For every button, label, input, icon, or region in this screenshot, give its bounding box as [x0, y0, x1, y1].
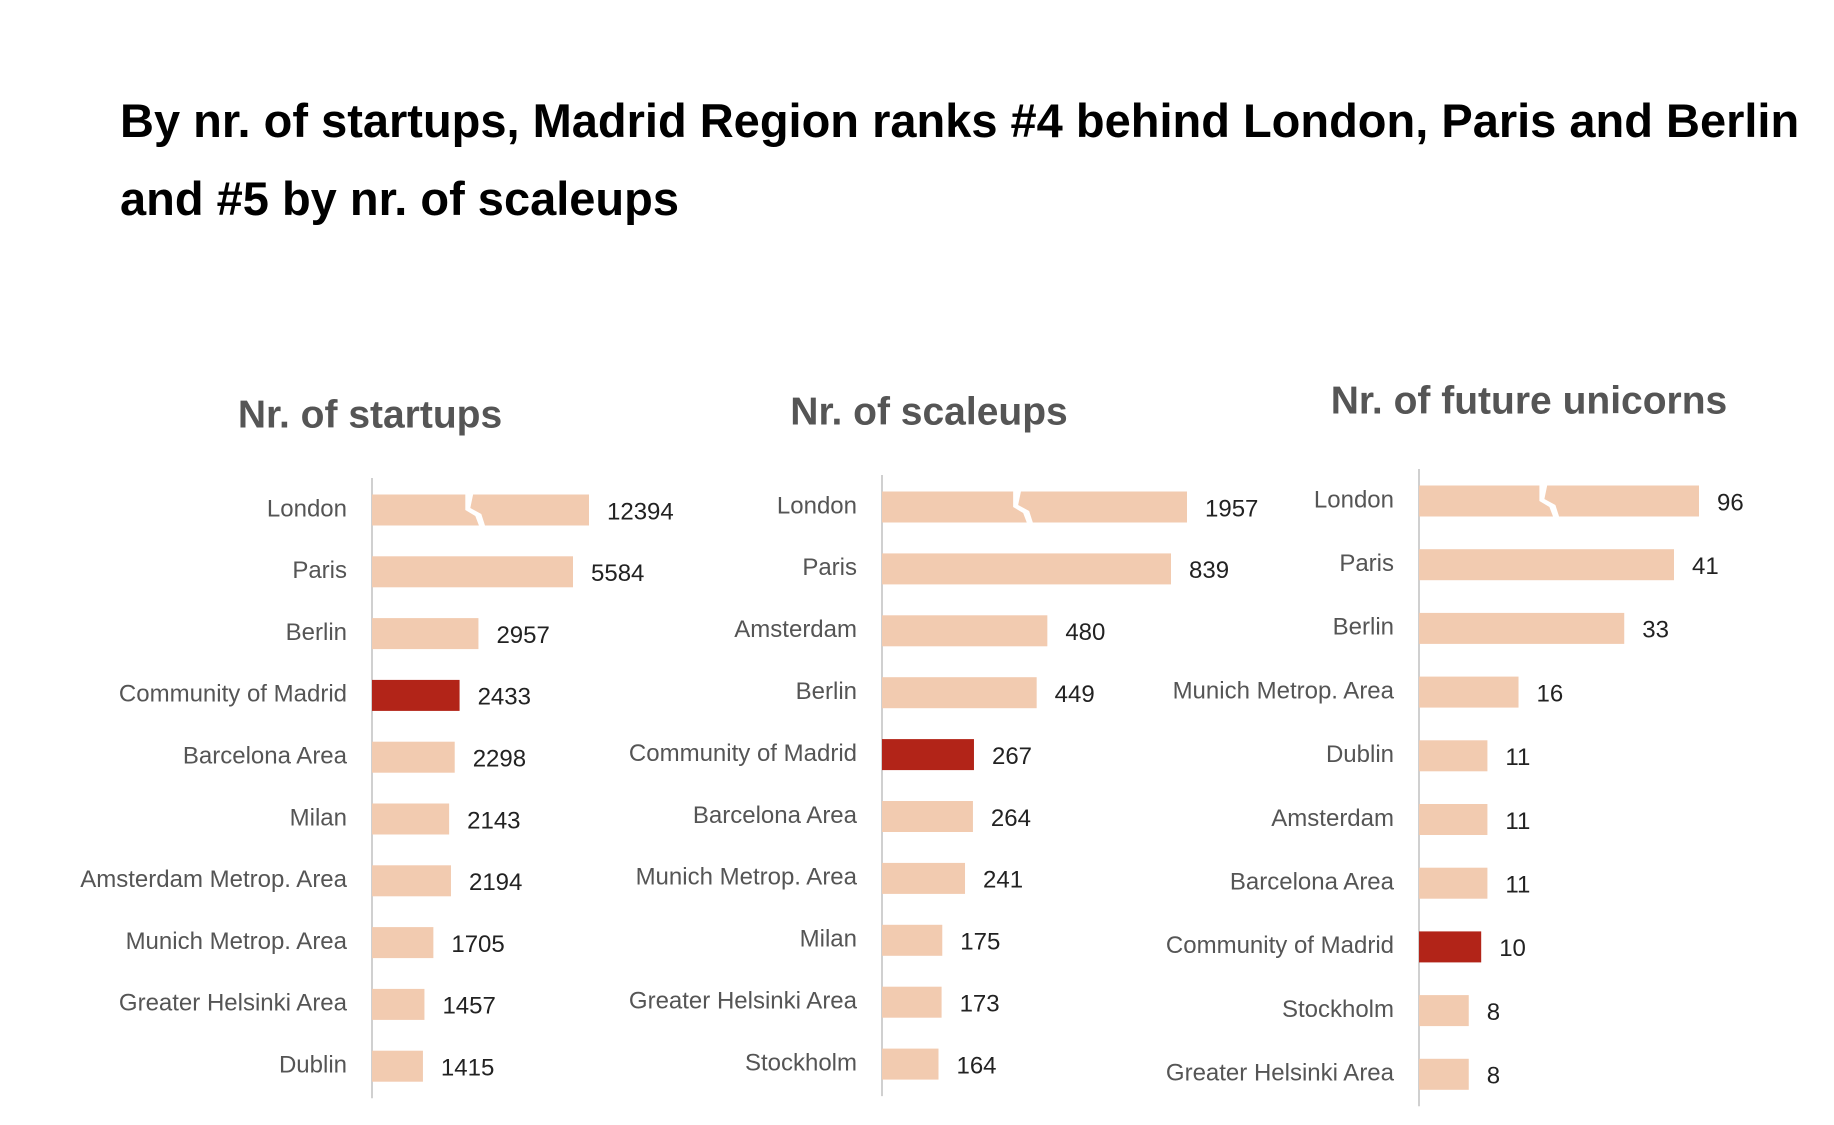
- bar: [372, 556, 573, 588]
- category-label: Berlin: [796, 678, 857, 705]
- bar: [1419, 612, 1625, 644]
- value-label: 11: [1505, 872, 1530, 899]
- value-label: 10: [1499, 935, 1526, 962]
- category-label: London: [267, 495, 347, 522]
- value-label: 173: [960, 991, 1000, 1018]
- bar: [372, 1050, 423, 1082]
- value-label: 164: [956, 1052, 996, 1079]
- bar: [1419, 931, 1482, 963]
- value-label: 264: [991, 805, 1031, 832]
- value-label: 175: [960, 929, 1000, 956]
- value-label: 241: [983, 867, 1023, 894]
- category-label: London: [1314, 486, 1394, 513]
- bar: [372, 741, 455, 773]
- bar: [882, 615, 1048, 647]
- chart-title: Nr. of startups: [238, 393, 502, 436]
- bar: [882, 986, 942, 1018]
- chart-title: Nr. of future unicorns: [1331, 379, 1728, 422]
- bar: [882, 862, 966, 894]
- category-label: Paris: [1339, 550, 1394, 577]
- bar: [372, 618, 479, 650]
- bar: [1419, 867, 1488, 899]
- value-label: 12394: [607, 498, 674, 525]
- category-label: Greater Helsinki Area: [629, 988, 858, 1015]
- value-label: 41: [1692, 553, 1719, 580]
- value-label: 1957: [1205, 495, 1258, 522]
- category-label: Stockholm: [745, 1049, 857, 1076]
- value-label: 33: [1642, 617, 1669, 644]
- category-label: London: [777, 492, 857, 519]
- bar: [372, 803, 450, 835]
- bar: [882, 677, 1037, 709]
- value-label: 16: [1537, 680, 1564, 707]
- category-label: Munich Metrop. Area: [1173, 677, 1395, 704]
- category-label: Paris: [802, 554, 857, 581]
- bar: [1419, 740, 1488, 772]
- category-label: Amsterdam: [734, 616, 857, 643]
- bar: [372, 988, 425, 1020]
- category-label: Paris: [292, 557, 347, 584]
- value-label: 1705: [451, 931, 504, 958]
- bar: [882, 739, 974, 771]
- value-label: 839: [1189, 557, 1229, 584]
- category-label: Stockholm: [1282, 996, 1394, 1023]
- value-label: 5584: [591, 560, 644, 587]
- bar: [882, 1048, 939, 1080]
- category-label: Dublin: [1326, 741, 1394, 768]
- bar: [1419, 995, 1469, 1027]
- category-label: Amsterdam Metrop. Area: [80, 866, 347, 893]
- category-label: Barcelona Area: [183, 743, 348, 770]
- bar: [1419, 804, 1488, 835]
- value-label: 480: [1065, 619, 1105, 646]
- value-label: 11: [1505, 744, 1530, 771]
- value-label: 2143: [467, 807, 520, 834]
- value-label: 2433: [478, 684, 531, 711]
- category-label: Barcelona Area: [1230, 869, 1395, 896]
- category-label: Barcelona Area: [693, 802, 858, 829]
- value-label: 2298: [473, 746, 526, 773]
- page-title: By nr. of startups, Madrid Region ranks …: [120, 94, 1800, 225]
- bar: [1419, 1058, 1469, 1090]
- axis-break: [1539, 484, 1560, 518]
- value-label: 8: [1487, 1063, 1500, 1090]
- value-label: 8: [1487, 999, 1500, 1026]
- value-label: 267: [992, 743, 1032, 770]
- value-label: 2194: [469, 869, 522, 896]
- category-label: Milan: [800, 926, 857, 953]
- bar: [882, 491, 1187, 523]
- category-label: Berlin: [1333, 614, 1394, 641]
- value-label: 11: [1505, 808, 1530, 835]
- category-label: Community of Madrid: [629, 740, 857, 767]
- category-label: Community of Madrid: [1166, 932, 1394, 959]
- bar: [372, 865, 451, 897]
- bar: [1419, 485, 1699, 517]
- category-label: Community of Madrid: [119, 681, 347, 708]
- value-label: 96: [1717, 489, 1744, 516]
- bar: [1419, 676, 1519, 708]
- category-label: Munich Metrop. Area: [636, 864, 858, 891]
- bar: [372, 679, 460, 711]
- category-label: Amsterdam: [1271, 805, 1394, 832]
- axis-break: [1013, 490, 1034, 524]
- bar: [882, 553, 1171, 585]
- category-label: Berlin: [286, 619, 347, 646]
- bar: [882, 924, 943, 956]
- category-label: Greater Helsinki Area: [119, 990, 348, 1017]
- axis-break: [465, 493, 486, 527]
- value-label: 1415: [441, 1055, 494, 1082]
- bar: [882, 801, 973, 832]
- category-label: Dublin: [279, 1052, 347, 1079]
- bar: [1419, 549, 1674, 581]
- value-label: 449: [1055, 681, 1095, 708]
- category-label: Greater Helsinki Area: [1166, 1060, 1395, 1087]
- value-label: 1457: [442, 993, 495, 1020]
- category-label: Munich Metrop. Area: [126, 928, 348, 955]
- value-label: 2957: [496, 622, 549, 649]
- bar: [372, 927, 434, 959]
- chart-title: Nr. of scaleups: [790, 390, 1067, 433]
- category-label: Milan: [290, 804, 347, 831]
